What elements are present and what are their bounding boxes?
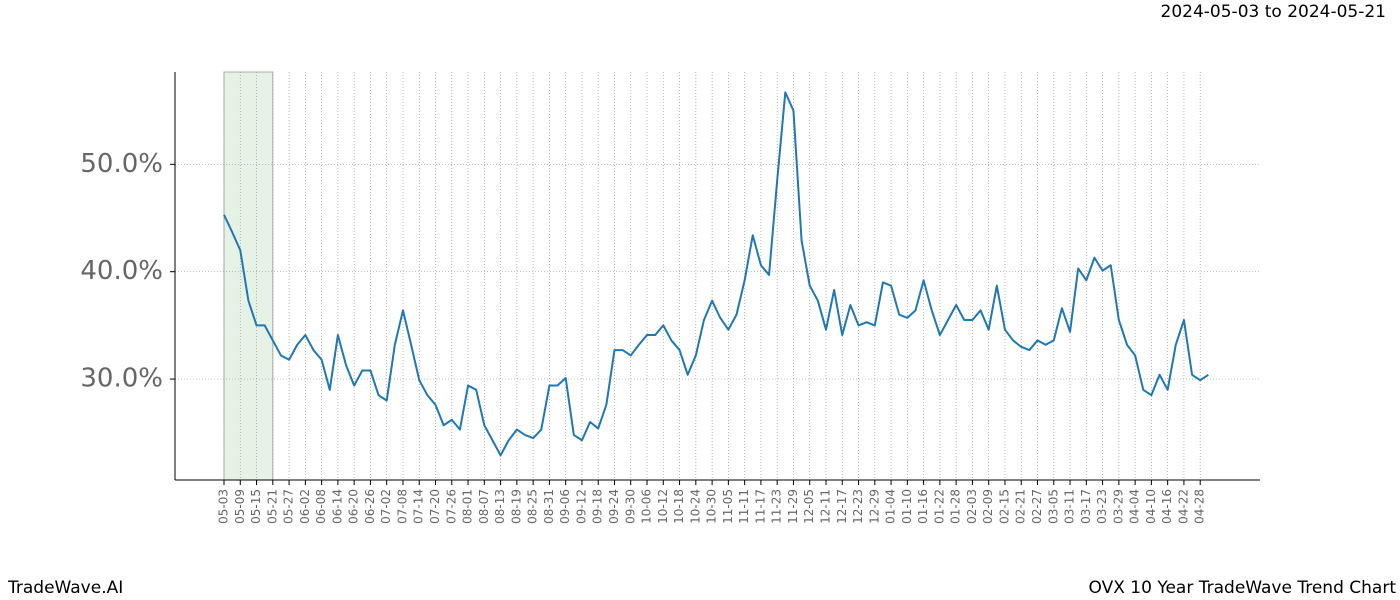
- x-tick-label: 08-25: [526, 489, 540, 524]
- x-tick-label: 06-14: [330, 489, 344, 524]
- x-tick-label: 12-17: [835, 489, 849, 524]
- x-tick-label: 10-06: [640, 489, 654, 524]
- x-tick-label: 01-22: [932, 489, 946, 524]
- x-tick-label: 03-05: [1046, 489, 1060, 524]
- x-tick-label: 07-20: [428, 489, 442, 524]
- x-tick-label: 11-05: [721, 489, 735, 524]
- price-line: [223, 91, 1209, 457]
- x-tick-label: 05-27: [282, 489, 296, 524]
- x-tick-label: 06-20: [347, 489, 361, 524]
- x-tick-label: 05-21: [265, 489, 279, 524]
- x-tick-label: 09-30: [623, 489, 637, 524]
- x-tick-label: 12-11: [818, 489, 832, 524]
- x-tick-label: 12-23: [851, 489, 865, 524]
- x-tick-label: 01-04: [884, 489, 898, 524]
- x-tick-label: 04-28: [1193, 489, 1207, 524]
- x-tick-label: 04-04: [1128, 489, 1142, 524]
- x-tick-label: 10-12: [656, 489, 670, 524]
- x-tick-label: 08-31: [542, 489, 556, 524]
- brand: TradeWave.AI: [7, 578, 123, 598]
- x-tick-label: 02-21: [1014, 489, 1028, 524]
- x-tick-label: 08-01: [461, 489, 475, 524]
- x-tick-label: 06-08: [314, 489, 328, 524]
- x-tick-label: 04-16: [1160, 489, 1174, 524]
- x-tick-label: 11-29: [786, 489, 800, 524]
- x-tick-label: 01-10: [900, 489, 914, 524]
- x-tick-label: 05-09: [233, 489, 247, 524]
- x-tick-label: 09-06: [558, 489, 572, 524]
- x-tick-label: 03-23: [1095, 489, 1109, 524]
- chart-name: OVX 10 Year TradeWave Trend Chart: [1089, 578, 1397, 598]
- x-tick-label: 02-03: [965, 489, 979, 524]
- x-tick-label: 10-30: [705, 489, 719, 524]
- x-tick-label: 11-17: [753, 489, 767, 524]
- x-tick-label: 07-02: [379, 489, 393, 524]
- x-tick-label: 07-08: [395, 489, 409, 524]
- x-tick-label: 05-03: [217, 489, 231, 524]
- x-tick-label: 11-11: [737, 489, 751, 524]
- x-tick-label: 06-26: [363, 489, 377, 524]
- x-tick-label: 05-15: [249, 489, 263, 524]
- x-tick-label: 02-15: [997, 489, 1011, 524]
- x-tick-label: 03-11: [1063, 489, 1077, 524]
- x-tick-label: 08-07: [477, 489, 491, 524]
- x-tick-label: 02-09: [981, 489, 995, 524]
- x-tick-label: 12-05: [802, 489, 816, 524]
- x-tick-label: 01-16: [916, 489, 930, 524]
- x-tick-label: 09-24: [607, 489, 621, 524]
- x-tick-label: 08-19: [509, 489, 523, 524]
- y-tick-label: 50.0%: [80, 149, 163, 179]
- x-tick-label: 02-27: [1030, 489, 1044, 524]
- x-tick-label: 11-23: [770, 489, 784, 524]
- x-tick-label: 03-29: [1111, 489, 1125, 524]
- x-tick-label: 04-22: [1176, 489, 1190, 524]
- x-tick-label: 06-02: [298, 489, 312, 524]
- date-range: 2024-05-03 to 2024-05-21: [1161, 2, 1386, 22]
- x-tick-label: 08-13: [493, 489, 507, 524]
- x-tick-label: 01-28: [949, 489, 963, 524]
- x-tick-label: 09-18: [591, 489, 605, 524]
- x-tick-label: 12-29: [867, 489, 881, 524]
- y-tick-label: 30.0%: [80, 364, 163, 394]
- x-tick-label: 10-18: [672, 489, 686, 524]
- x-tick-label: 10-24: [688, 489, 702, 524]
- x-tick-label: 09-12: [574, 489, 588, 524]
- highlight-span: [223, 71, 274, 481]
- x-tick-label: 07-26: [444, 489, 458, 524]
- x-tick-label: 04-10: [1144, 489, 1158, 524]
- y-tick-label: 40.0%: [80, 256, 163, 286]
- x-tick-label: 03-17: [1079, 489, 1093, 524]
- x-tick-label: 07-14: [412, 489, 426, 524]
